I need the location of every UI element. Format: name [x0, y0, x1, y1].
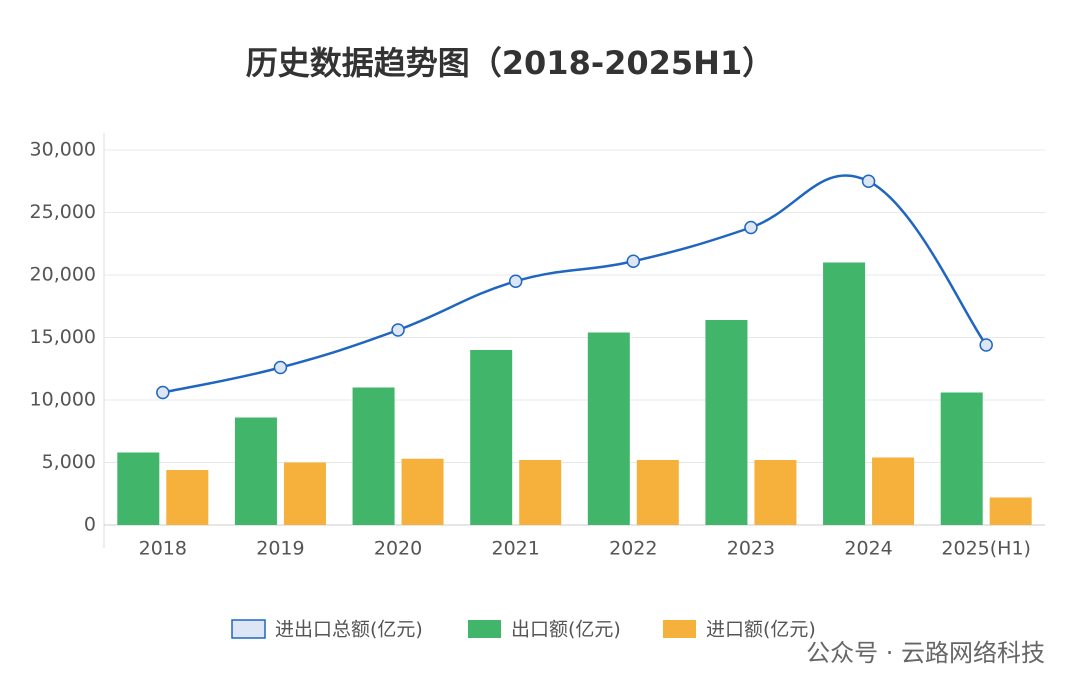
bar: [166, 470, 209, 525]
bar: [872, 457, 915, 525]
x-tick-label: 2020: [374, 538, 422, 560]
bar: [636, 460, 679, 525]
line-point: [861, 174, 876, 188]
line-point: [979, 338, 993, 352]
bar: [989, 497, 1032, 525]
x-tick-label: 2024: [844, 538, 892, 560]
x-tick-label: 2025(H1): [941, 538, 1031, 560]
line-point: [626, 254, 641, 268]
bar: [754, 460, 797, 525]
legend-label: 出口额(亿元): [511, 619, 621, 641]
legend-label: 进口额(亿元): [706, 619, 816, 641]
line-point: [508, 274, 523, 288]
bar: [117, 452, 160, 525]
bar: [401, 458, 444, 525]
y-tick-label: 0: [84, 514, 96, 536]
legend-swatch: [663, 620, 696, 638]
bar: [705, 320, 748, 525]
chart-title: 历史数据趋势图（2018-2025H1）: [246, 44, 774, 82]
bar: [470, 350, 513, 525]
x-tick-label: 2023: [727, 538, 775, 560]
bar: [283, 462, 326, 525]
bar: [823, 262, 866, 525]
bar: [519, 460, 562, 525]
bar: [940, 392, 983, 525]
y-tick-label: 5,000: [42, 451, 96, 473]
watermark: 公众号 · 云路网络科技: [806, 639, 1045, 667]
x-tick-label: 2018: [139, 538, 187, 560]
bar: [234, 417, 277, 525]
x-tick-label: 2022: [609, 538, 657, 560]
y-tick-label: 20,000: [30, 264, 96, 286]
legend-swatch: [231, 619, 266, 639]
y-tick-label: 25,000: [30, 201, 96, 223]
line-point: [391, 323, 405, 337]
legend-label: 进出口总额(亿元): [275, 619, 423, 641]
legend-swatch: [468, 620, 501, 638]
line-point: [273, 360, 288, 375]
x-tick-label: 2021: [492, 538, 540, 560]
bar: [352, 387, 395, 525]
y-tick-label: 30,000: [30, 139, 96, 161]
y-tick-label: 10,000: [30, 389, 96, 411]
line-point: [156, 385, 170, 400]
line-point: [744, 220, 758, 235]
bar: [587, 332, 630, 525]
x-tick-label: 2019: [256, 538, 304, 560]
y-tick-label: 15,000: [30, 326, 96, 348]
